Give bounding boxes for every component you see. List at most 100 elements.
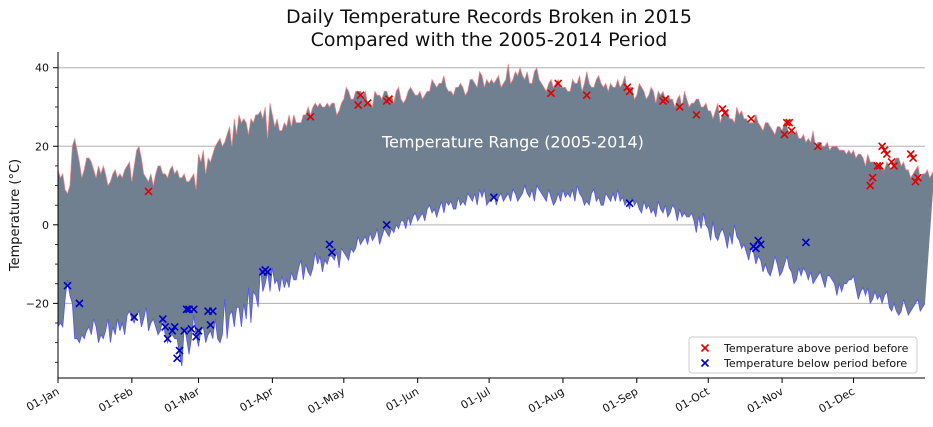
- marker-stroke: [718, 104, 727, 114]
- marker-stroke: [63, 281, 72, 290]
- record-high-point: [363, 98, 372, 108]
- marker-stroke: [880, 146, 889, 155]
- record-low-point: [208, 307, 217, 316]
- record-high-point: [692, 110, 701, 119]
- marker-stroke: [382, 220, 391, 229]
- marker-stroke: [866, 181, 875, 190]
- record-low-point: [158, 315, 167, 324]
- y-tick-label: 0: [42, 219, 49, 232]
- marker-stroke: [263, 267, 272, 277]
- legend: Temperature above period before Temperatu…: [688, 336, 918, 374]
- x-tick-label: 01-Jul: [459, 385, 493, 412]
- marker-stroke: [882, 150, 891, 159]
- marker-stroke: [130, 313, 139, 322]
- band-label: Temperature Range (2005-2014): [381, 132, 644, 151]
- record-low-point: [327, 248, 336, 257]
- record-low-point: [801, 238, 810, 247]
- marker-stroke: [363, 98, 372, 108]
- marker-stroke: [868, 173, 877, 182]
- marker-stroke: [878, 142, 887, 151]
- marker-stroke: [206, 320, 215, 330]
- marker-stroke: [189, 305, 198, 314]
- record-low-point: [754, 236, 763, 245]
- marker-stroke: [909, 153, 918, 163]
- legend-box: [688, 336, 918, 374]
- record-high-point: [880, 146, 889, 155]
- marker-stroke: [582, 91, 591, 100]
- marker-stroke: [194, 326, 203, 335]
- record-low-point: [161, 322, 170, 332]
- marker-stroke: [354, 100, 363, 110]
- marker-stroke: [913, 173, 922, 182]
- record-points: [63, 79, 922, 363]
- marker-stroke: [625, 199, 634, 208]
- x-tick-label: 01-Dec: [817, 385, 858, 416]
- marker-stroke: [911, 177, 920, 186]
- record-low-point: [187, 324, 196, 333]
- marker-stroke: [887, 157, 896, 167]
- record-high-point: [911, 177, 920, 186]
- record-high-point: [782, 118, 791, 127]
- record-high-point: [582, 91, 591, 100]
- record-low-point: [173, 354, 182, 363]
- marker-stroke: [756, 240, 765, 249]
- x-tick-label: 01-Oct: [673, 384, 712, 414]
- marker-stroke: [208, 307, 217, 316]
- marker-stroke: [700, 343, 710, 353]
- marker-stroke: [182, 305, 191, 314]
- record-high-point: [889, 161, 899, 170]
- record-high-point: [546, 89, 556, 98]
- record-high-point: [878, 142, 887, 151]
- marker-stroke: [173, 354, 182, 363]
- band-area: [58, 63, 933, 367]
- marker-stroke: [187, 324, 196, 333]
- band-lower-edge: [57, 184, 926, 367]
- record-high-point: [785, 118, 794, 127]
- chart-title-line-1: Daily Temperature Records Broken in 2015: [286, 6, 692, 28]
- marker-stroke: [813, 142, 822, 151]
- marker-stroke: [700, 358, 710, 368]
- marker-stroke: [356, 91, 365, 100]
- record-high-point: [747, 114, 756, 123]
- marker-stroke: [306, 112, 315, 121]
- marker-stroke: [170, 322, 179, 332]
- record-high-point: [868, 173, 877, 182]
- record-low-point: [194, 326, 203, 335]
- marker-stroke: [385, 95, 394, 104]
- record-high-point: [356, 91, 365, 100]
- y-tick-label: 40: [35, 62, 49, 75]
- x-tick-label: 01-Jan: [24, 385, 61, 414]
- record-low-point: [75, 299, 84, 308]
- record-low-point: [168, 326, 177, 335]
- marker-stroke: [144, 187, 153, 196]
- record-high-point: [385, 95, 394, 104]
- marker-stroke: [692, 110, 701, 119]
- record-low-point: [325, 240, 334, 249]
- marker-stroke: [906, 150, 915, 159]
- record-high-point: [720, 108, 729, 117]
- x-tick-label: 01-Mar: [162, 385, 202, 416]
- legend-label: Temperature above period before: [723, 342, 909, 355]
- record-high-point: [813, 142, 822, 151]
- x-tick-label: 01-May: [306, 385, 348, 417]
- marker-stroke: [782, 118, 791, 127]
- marker-stroke: [675, 102, 684, 112]
- marker-stroke: [168, 326, 177, 335]
- marker-stroke: [623, 83, 632, 92]
- record-low-point: [175, 346, 184, 355]
- record-high-point: [913, 173, 922, 182]
- record-low-point: [163, 334, 172, 343]
- record-low-point: [625, 199, 634, 208]
- legend-marker: [700, 343, 710, 353]
- marker-stroke: [780, 130, 789, 139]
- record-high-point: [787, 126, 796, 135]
- record-low-point: [180, 326, 189, 335]
- y-tick-label: −20: [26, 297, 49, 310]
- marker-stroke: [785, 118, 794, 127]
- record-high-point: [909, 153, 918, 163]
- record-high-point: [661, 95, 670, 104]
- record-high-point: [675, 102, 684, 112]
- legend-label: Temperature below period before: [723, 357, 907, 370]
- marker-stroke: [192, 332, 201, 341]
